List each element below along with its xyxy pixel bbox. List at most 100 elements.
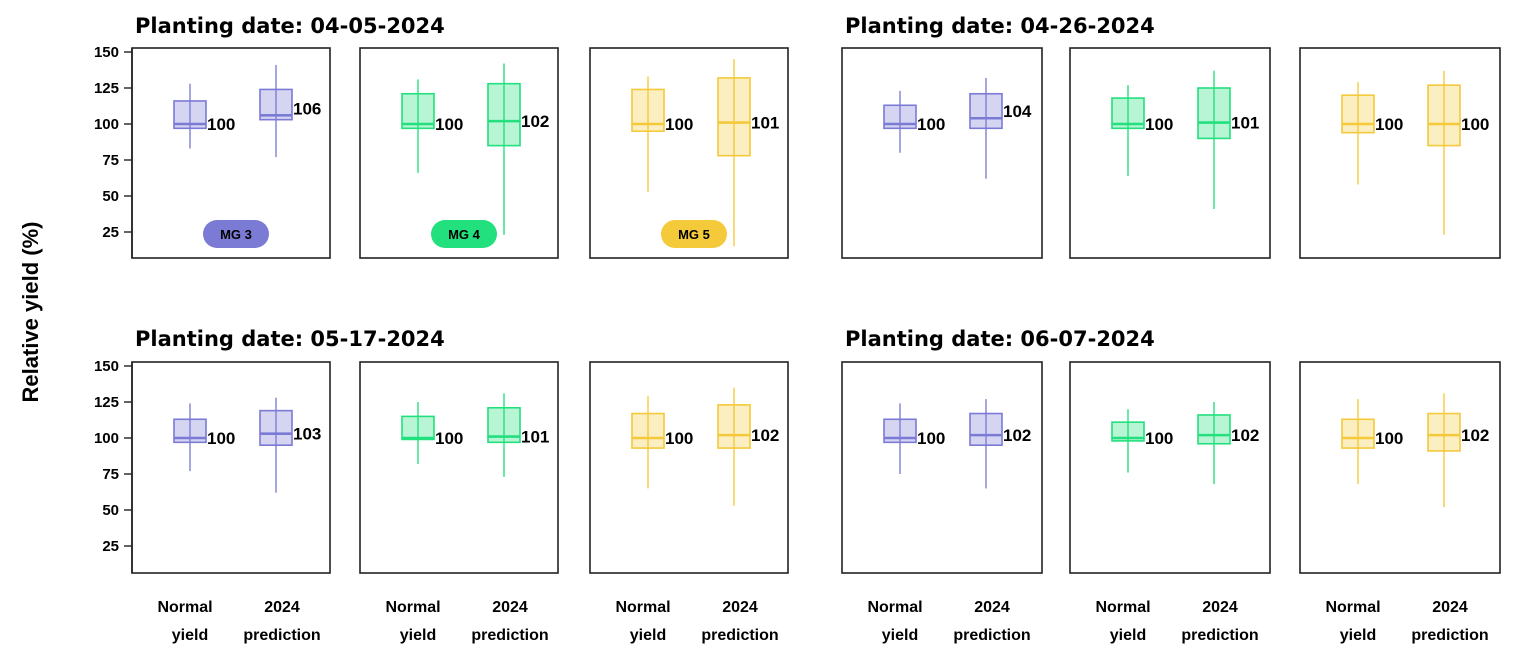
box-prediction [487, 82, 521, 147]
x-category-label: Normal [385, 599, 440, 616]
group-badge [431, 220, 497, 248]
panel-frame [1299, 47, 1501, 259]
x-category-label: prediction [243, 627, 320, 644]
panel-frame [589, 361, 789, 574]
data-label-normal: 100 [917, 429, 945, 448]
x-category-label: 2024 [1432, 599, 1468, 616]
y-tick-label: 25 [102, 538, 119, 555]
y-tick-label: 125 [94, 80, 119, 97]
x-category-label: 2024 [1202, 599, 1238, 616]
y-tick-label: 50 [102, 502, 119, 519]
x-category-label: Normal [867, 599, 922, 616]
panel-frame [131, 361, 331, 574]
box-prediction [969, 412, 1003, 446]
group-badge-label: MG 5 [678, 227, 710, 242]
data-label-prediction: 103 [293, 425, 321, 444]
facet-title: Planting date: 05-17-2024 [135, 327, 445, 351]
data-label-prediction: 101 [521, 428, 549, 447]
panel-frame [841, 47, 1043, 259]
group-badge [661, 220, 727, 248]
x-category-label: Normal [157, 599, 212, 616]
y-tick-label: 125 [94, 394, 119, 411]
panel-frame [359, 47, 559, 259]
x-category-label: yield [1340, 627, 1376, 644]
data-label-normal: 100 [665, 115, 693, 134]
data-label-prediction: 104 [1003, 102, 1032, 121]
box-prediction [717, 404, 751, 449]
facet-title: Planting date: 04-26-2024 [845, 14, 1155, 38]
box-prediction [259, 409, 293, 447]
x-category-label: yield [172, 627, 208, 644]
data-label-normal: 100 [1145, 115, 1173, 134]
box-normal [1341, 94, 1375, 134]
box-normal [401, 415, 435, 441]
panel-frame [359, 361, 559, 574]
y-tick-label: 75 [102, 466, 119, 483]
data-label-prediction: 106 [293, 99, 321, 118]
data-label-prediction: 102 [1461, 426, 1489, 445]
y-tick-label: 75 [102, 152, 119, 169]
data-label-normal: 100 [1375, 115, 1403, 134]
x-category-label: Normal [1095, 599, 1150, 616]
x-category-label: yield [1110, 627, 1146, 644]
data-label-prediction: 100 [1461, 115, 1489, 134]
facet-title: Planting date: 06-07-2024 [845, 327, 1155, 351]
data-label-normal: 100 [435, 429, 463, 448]
data-label-normal: 100 [207, 429, 235, 448]
box-prediction [1197, 414, 1231, 445]
x-category-label: Normal [1325, 599, 1380, 616]
x-category-label: 2024 [722, 599, 758, 616]
data-label-prediction: 101 [1231, 114, 1259, 133]
x-category-label: yield [630, 627, 666, 644]
data-label-prediction: 102 [1003, 426, 1031, 445]
x-category-label: prediction [471, 627, 548, 644]
y-axis-label: Relative yield (%) [18, 222, 43, 403]
box-prediction [969, 92, 1003, 130]
panel-frame [841, 361, 1043, 574]
x-category-label: 2024 [492, 599, 528, 616]
data-label-normal: 100 [665, 429, 693, 448]
x-category-label: 2024 [264, 599, 300, 616]
panel-frame [589, 47, 789, 259]
data-label-prediction: 102 [751, 426, 779, 445]
x-category-label: prediction [953, 627, 1030, 644]
box-prediction [1427, 412, 1461, 452]
box-normal [1341, 418, 1375, 449]
group-badge-label: MG 4 [448, 227, 481, 242]
box-prediction [1197, 87, 1231, 140]
x-category-label: yield [400, 627, 436, 644]
panel-frame [1069, 47, 1271, 259]
group-badge-label: MG 3 [220, 227, 252, 242]
data-label-prediction: 102 [1231, 426, 1259, 445]
data-label-prediction: 102 [521, 112, 549, 131]
panel-frame [1299, 361, 1501, 574]
x-category-label: prediction [1411, 627, 1488, 644]
data-label-normal: 100 [1375, 429, 1403, 448]
y-tick-label: 150 [94, 358, 119, 375]
data-label-prediction: 101 [751, 114, 779, 133]
y-tick-label: 25 [102, 224, 119, 241]
box-normal [883, 104, 917, 130]
data-label-normal: 100 [207, 115, 235, 134]
facet-title: Planting date: 04-05-2024 [135, 14, 445, 38]
data-label-normal: 100 [917, 115, 945, 134]
box-prediction [717, 77, 751, 157]
panel-frame [1069, 361, 1271, 574]
box-normal [173, 418, 207, 444]
y-tick-label: 100 [94, 430, 119, 447]
x-category-label: 2024 [974, 599, 1010, 616]
box-prediction [1427, 84, 1461, 147]
data-label-normal: 100 [1145, 429, 1173, 448]
y-tick-label: 100 [94, 116, 119, 133]
x-category-label: prediction [1181, 627, 1258, 644]
x-category-label: Normal [615, 599, 670, 616]
y-tick-label: 50 [102, 188, 119, 205]
box-normal [883, 418, 917, 444]
x-category-label: prediction [701, 627, 778, 644]
box-normal [401, 92, 435, 130]
y-tick-label: 150 [94, 44, 119, 61]
group-badge [203, 220, 269, 248]
x-category-label: yield [882, 627, 918, 644]
data-label-normal: 100 [435, 115, 463, 134]
